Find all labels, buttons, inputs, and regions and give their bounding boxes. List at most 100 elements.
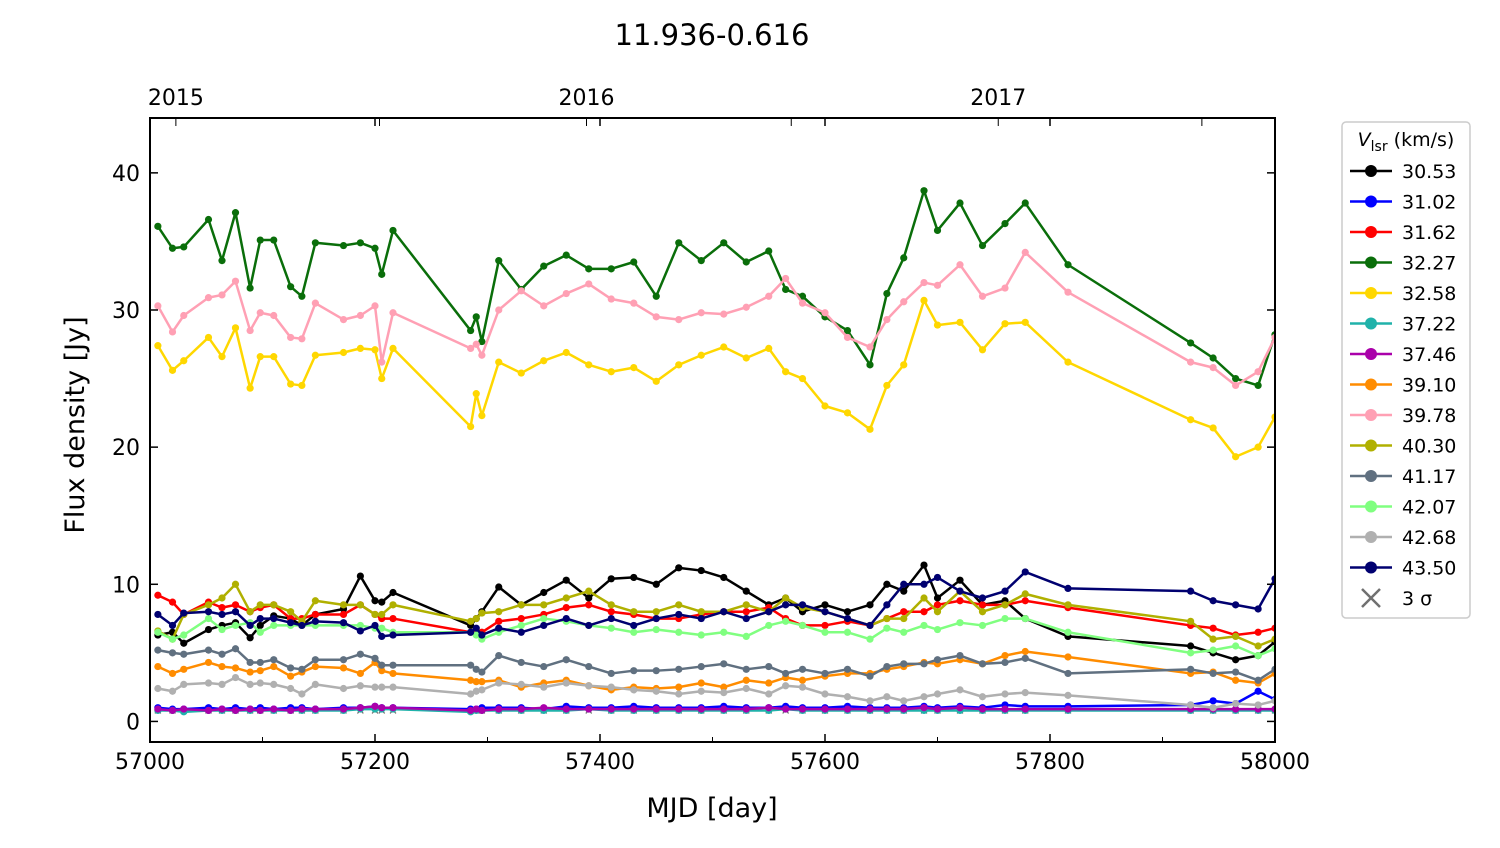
data-point <box>231 608 240 616</box>
data-point <box>607 601 615 609</box>
data-point <box>270 601 278 609</box>
data-point <box>472 390 480 398</box>
series-line <box>157 583 1275 648</box>
data-point <box>652 292 660 300</box>
data-point <box>652 625 660 634</box>
data-point <box>1001 587 1009 595</box>
series-line <box>156 299 1275 458</box>
data-point <box>562 348 570 357</box>
data-point <box>1021 705 1029 713</box>
data-point <box>204 679 213 687</box>
data-point <box>180 680 188 689</box>
data-point <box>1021 689 1029 697</box>
legend-title: Vlsr (km/s) <box>1358 129 1455 155</box>
data-point <box>218 662 226 671</box>
data-point <box>956 652 964 660</box>
data-point <box>339 348 348 357</box>
data-point <box>956 318 964 326</box>
data-point <box>1001 601 1009 609</box>
data-point <box>920 296 928 304</box>
data-point <box>204 601 213 609</box>
data-point <box>883 580 891 588</box>
y-axis-label: Flux density [Jy] <box>60 316 91 533</box>
data-point <box>675 683 683 691</box>
legend-label: 39.78 <box>1402 405 1456 427</box>
data-point <box>495 617 503 625</box>
data-point <box>798 292 807 300</box>
data-point <box>843 665 852 673</box>
data-point <box>1232 700 1240 708</box>
data-point <box>218 594 226 602</box>
data-point <box>1021 597 1029 605</box>
data-point <box>1187 665 1195 673</box>
data-point <box>378 270 386 278</box>
x-tick-label: 57200 <box>340 750 410 775</box>
data-point <box>389 588 397 597</box>
data-point <box>1232 381 1240 390</box>
data-point <box>866 621 874 630</box>
data-point <box>1064 358 1072 366</box>
data-point <box>630 258 638 266</box>
data-point <box>311 610 319 619</box>
data-point <box>467 661 475 669</box>
data-point <box>1064 669 1072 678</box>
data-point <box>900 298 908 306</box>
data-point <box>1209 364 1217 372</box>
data-point <box>1254 628 1262 636</box>
data-point <box>782 705 790 713</box>
series-39-78 <box>154 248 1275 390</box>
data-point <box>311 680 319 689</box>
series-line <box>157 570 1275 638</box>
data-point <box>540 262 548 270</box>
data-point <box>720 239 728 247</box>
legend-marker <box>1365 287 1377 299</box>
data-point <box>231 324 240 332</box>
data-point <box>1064 288 1072 296</box>
data-point <box>843 409 852 417</box>
data-point <box>298 690 306 698</box>
data-point <box>798 665 807 673</box>
data-point <box>231 209 240 217</box>
data-point <box>1187 339 1195 347</box>
data-point <box>311 597 319 605</box>
data-point <box>339 664 348 672</box>
data-point <box>180 665 188 673</box>
data-point <box>1254 381 1262 390</box>
data-point <box>168 328 177 336</box>
legend-label: 31.62 <box>1402 222 1456 244</box>
data-point <box>1001 690 1009 698</box>
data-point <box>1001 284 1009 292</box>
data-point <box>630 573 638 582</box>
data-point <box>900 254 908 262</box>
year-tick-label: 2016 <box>559 86 615 111</box>
data-point <box>652 687 660 695</box>
legend-entry: 30.53 <box>1350 161 1456 183</box>
data-point <box>1064 705 1072 713</box>
chart-title: 11.936-0.616 <box>615 18 810 52</box>
data-point <box>742 614 750 623</box>
data-point <box>782 617 790 625</box>
data-point <box>389 661 397 669</box>
data-point <box>920 660 928 668</box>
data-point <box>742 601 750 609</box>
series-line <box>157 690 1275 711</box>
data-point <box>371 597 379 605</box>
data-point <box>765 344 773 352</box>
data-point <box>866 361 874 369</box>
data-point <box>1064 653 1072 661</box>
data-point <box>389 704 397 712</box>
legend-entry: 32.27 <box>1350 253 1456 275</box>
data-point <box>562 604 570 612</box>
data-point <box>866 425 874 433</box>
data-point <box>204 215 213 224</box>
legend-label: 41.17 <box>1402 466 1456 488</box>
data-point <box>782 594 790 602</box>
data-point <box>843 614 852 623</box>
data-point <box>204 608 213 616</box>
data-point <box>540 357 548 365</box>
data-point <box>765 679 773 687</box>
data-point <box>472 340 480 348</box>
data-point <box>720 689 728 697</box>
data-point <box>478 706 486 715</box>
data-point <box>246 680 254 689</box>
